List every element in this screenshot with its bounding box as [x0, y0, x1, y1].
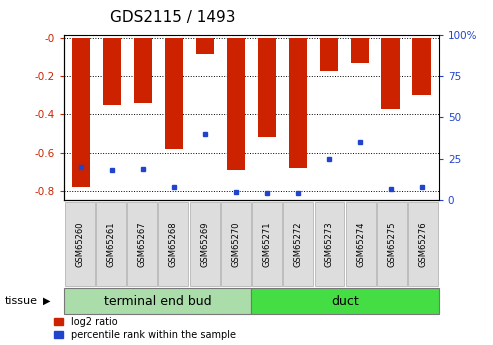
- Bar: [351, 38, 369, 63]
- Bar: [72, 38, 90, 187]
- Bar: [319, 38, 338, 71]
- Text: terminal end bud: terminal end bud: [104, 295, 211, 307]
- Text: ▶: ▶: [43, 296, 51, 306]
- Text: GSM65272: GSM65272: [294, 221, 303, 267]
- Bar: [413, 38, 431, 96]
- Text: GDS2115 / 1493: GDS2115 / 1493: [110, 10, 235, 25]
- Bar: [165, 38, 183, 149]
- Bar: [288, 38, 307, 168]
- Text: tissue: tissue: [5, 296, 38, 306]
- Text: GSM65269: GSM65269: [200, 221, 209, 267]
- Bar: [103, 38, 121, 105]
- Text: GSM65268: GSM65268: [169, 221, 178, 267]
- Text: GSM65276: GSM65276: [419, 221, 427, 267]
- Text: GSM65261: GSM65261: [106, 221, 115, 267]
- Bar: [258, 38, 276, 137]
- Bar: [382, 38, 400, 109]
- Text: duct: duct: [331, 295, 359, 307]
- Text: GSM65260: GSM65260: [75, 221, 84, 267]
- Text: GSM65271: GSM65271: [263, 221, 272, 267]
- Text: GSM65274: GSM65274: [356, 221, 365, 267]
- Bar: [227, 38, 245, 170]
- Text: GSM65267: GSM65267: [138, 221, 146, 267]
- Text: GSM65273: GSM65273: [325, 221, 334, 267]
- Bar: [134, 38, 152, 103]
- Text: GSM65275: GSM65275: [387, 221, 396, 267]
- Legend: log2 ratio, percentile rank within the sample: log2 ratio, percentile rank within the s…: [54, 317, 236, 340]
- Bar: [196, 38, 214, 53]
- Text: GSM65270: GSM65270: [231, 221, 240, 267]
